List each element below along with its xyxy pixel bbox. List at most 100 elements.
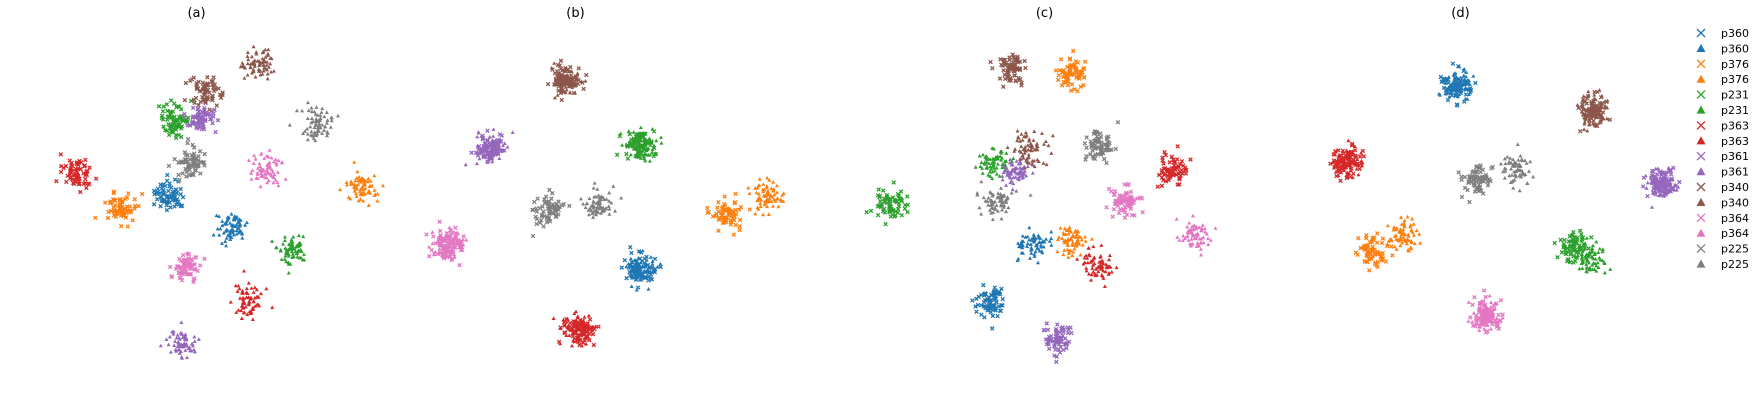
point-triangle [1063,238,1068,243]
point-x [180,171,185,176]
point-x [169,123,174,128]
point-x [161,188,166,193]
point-x [185,115,191,121]
legend-label: p225 [1721,258,1749,271]
point-triangle [1031,239,1036,244]
point-triangle [1462,66,1467,71]
point-triangle [245,61,250,66]
point-x [172,198,178,203]
point-triangle [1032,254,1037,258]
point-triangle [325,118,330,122]
point-triangle [591,199,596,203]
point-x [722,203,728,209]
point-triangle [312,130,317,134]
point-triangle [262,59,267,64]
legend-marker-x [1696,59,1706,69]
point-triangle [500,148,505,153]
point-triangle [567,75,572,80]
point-triangle [271,159,276,164]
point-triangle [1073,234,1078,238]
point-x [622,257,628,263]
point-x [887,206,893,212]
legend-label: p376 [1721,58,1749,71]
point-x [875,212,881,218]
point-x [73,178,78,184]
point-triangle [1083,239,1088,243]
point-triangle [643,143,648,148]
point-triangle [443,249,448,254]
point-triangle [641,270,646,274]
point-x [1064,78,1070,84]
point-triangle [432,252,437,257]
point-triangle [240,235,245,240]
point-triangle [171,331,176,336]
point-triangle [289,237,294,242]
point-x [1166,167,1171,172]
point-triangle [1049,236,1054,240]
point-triangle [590,328,595,333]
point-x [1081,82,1086,88]
point-x [167,264,173,270]
point-triangle [455,241,460,246]
point-triangle [245,312,250,317]
point-x [619,265,625,270]
point-x [546,215,552,221]
point-triangle [634,276,639,281]
point-x [1053,347,1058,353]
point-triangle [1187,220,1192,225]
point-triangle [251,67,256,72]
point-x [210,93,216,99]
point-triangle [252,295,257,300]
point-triangle [556,82,561,86]
point-triangle [1206,242,1211,247]
point-triangle [298,241,303,245]
point-x [1070,48,1076,54]
point-triangle [1029,245,1034,250]
point-x [154,196,160,202]
point-triangle [502,141,507,146]
point-triangle [1099,272,1104,277]
point-x [1005,66,1011,71]
point-x [1074,75,1079,80]
point-x [545,81,551,87]
point-triangle [234,228,239,233]
point-triangle [1202,226,1207,231]
point-triangle [315,129,320,133]
point-x [155,186,161,192]
point-triangle [360,192,365,197]
legend-marker-x [1696,244,1706,254]
point-x [176,172,181,178]
point-triangle [293,249,298,254]
point-triangle [635,274,640,279]
point-triangle [272,172,277,177]
legend-marker-triangle [1696,259,1706,268]
point-triangle [1008,157,1013,162]
point-x [721,220,727,226]
point-triangle [578,196,583,201]
point-triangle [451,238,456,242]
point-triangle [309,109,314,114]
point-triangle [586,324,591,329]
point-triangle [189,342,194,346]
point-x [881,199,887,205]
point-x [884,200,890,206]
point-x [1159,175,1165,180]
point-x [1008,75,1013,81]
point-triangle [274,162,279,167]
point-x [182,150,188,155]
point-triangle [1471,74,1476,78]
point-triangle [641,273,646,277]
point-triangle [286,270,291,275]
point-x [180,252,186,258]
point-triangle [644,258,649,262]
point-triangle [309,133,314,137]
point-x [1161,177,1166,183]
point-x [102,200,108,205]
point-triangle [999,150,1004,155]
point-triangle [775,190,780,195]
point-x [894,199,900,205]
point-x [438,228,443,234]
point-triangle [188,348,193,353]
point-triangle [317,118,322,123]
point-triangle [215,226,220,231]
